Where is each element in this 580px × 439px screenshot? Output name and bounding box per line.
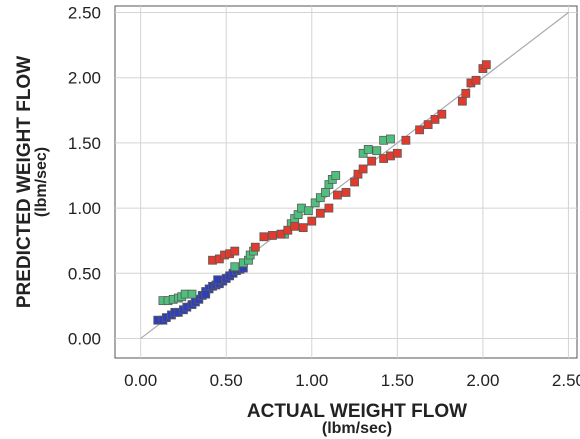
data-point — [259, 232, 269, 242]
data-point — [341, 188, 351, 197]
data-point — [358, 164, 368, 174]
data-point — [401, 135, 411, 145]
data-point — [437, 109, 447, 119]
y-tick-label: 0.00 — [68, 329, 101, 348]
x-axis-title: ACTUAL WEIGHT FLOW — [247, 401, 467, 422]
y-tick-label: 2.00 — [68, 69, 101, 88]
data-points — [153, 60, 491, 325]
y-axis-title: PREDICTED WEIGHT FLOW — [14, 56, 35, 308]
data-point — [290, 221, 300, 231]
data-point — [392, 148, 402, 158]
data-point — [315, 193, 325, 203]
data-point — [331, 171, 341, 180]
data-point — [367, 156, 377, 166]
data-point — [415, 125, 424, 135]
x-tick-label: 2.00 — [466, 371, 499, 390]
data-point — [230, 246, 240, 256]
data-point — [321, 188, 330, 197]
data-point — [230, 262, 240, 272]
y-tick-label: 1.50 — [68, 134, 101, 153]
data-point — [481, 60, 491, 70]
data-point — [461, 88, 471, 98]
y-axis-units: (lbm/sec) — [33, 147, 50, 217]
x-tick-label: 0.00 — [124, 371, 157, 390]
data-point — [430, 115, 440, 124]
x-tick-label: 1.00 — [295, 371, 328, 390]
data-point — [250, 242, 260, 252]
data-point — [268, 231, 277, 240]
data-point — [353, 169, 363, 179]
data-point — [310, 198, 320, 208]
data-point — [423, 120, 433, 130]
data-point — [457, 96, 467, 106]
y-tick-labels: 0.00 0.50 1.00 1.50 2.00 2.50 — [68, 4, 101, 349]
x-tick-label: 1.50 — [381, 371, 414, 390]
data-point — [471, 75, 481, 85]
data-point — [324, 203, 334, 213]
data-point — [307, 216, 317, 226]
y-tick-label: 1.00 — [68, 199, 101, 218]
data-point — [303, 206, 313, 216]
data-point — [298, 223, 308, 233]
data-point — [372, 146, 382, 156]
data-point — [213, 275, 223, 285]
data-point — [201, 289, 211, 299]
data-point — [363, 145, 373, 154]
y-tick-label: 2.50 — [68, 4, 101, 23]
y-tick-label: 0.50 — [68, 264, 101, 283]
x-tick-label: 2.50 — [552, 371, 580, 390]
data-point — [315, 208, 325, 218]
data-point — [350, 177, 359, 187]
data-point — [187, 289, 197, 299]
data-point — [333, 190, 342, 200]
data-point — [386, 134, 395, 144]
x-tick-label: 0.50 — [210, 371, 243, 390]
gridlines — [115, 6, 577, 358]
x-axis-units: (lbm/sec) — [322, 420, 392, 437]
x-tick-labels: 0.00 0.50 1.00 1.50 2.00 2.50 — [124, 371, 580, 390]
